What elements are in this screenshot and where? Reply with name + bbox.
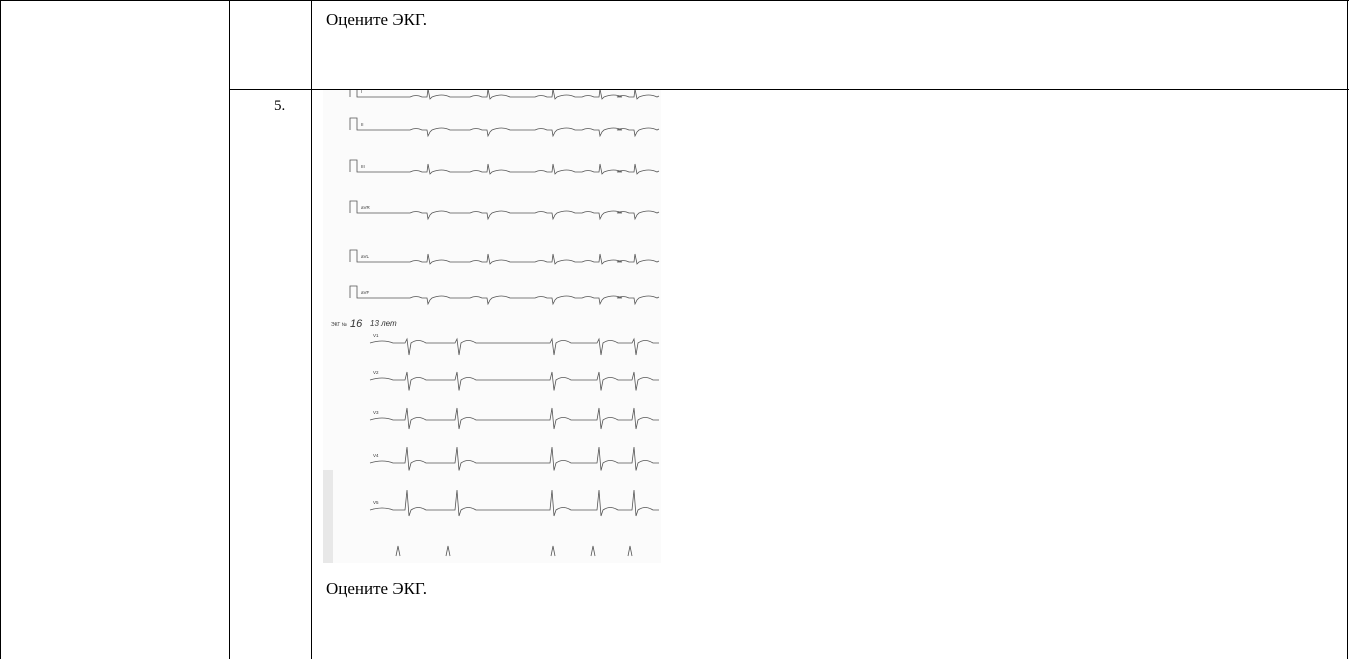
row-number: 5. xyxy=(274,98,285,115)
ecg-image: ЭКГ № 16 13 лет IIIIIIaVRaVLaVFV1V2V3V4V… xyxy=(323,90,661,563)
ecg-shadow xyxy=(323,470,333,563)
border xyxy=(311,0,312,659)
border xyxy=(0,0,1,659)
lead-label: V5 xyxy=(373,500,379,505)
ecg-header: ЭКГ № xyxy=(331,322,347,328)
lead-label: aVF xyxy=(361,290,370,295)
task-text: Оцените ЭКГ. xyxy=(326,10,427,30)
lead-label: aVR xyxy=(361,205,371,210)
lead-label: V4 xyxy=(373,453,379,458)
lead-label: II xyxy=(361,122,364,127)
lead-label: aVL xyxy=(361,254,370,259)
page: Оцените ЭКГ. 5. ЭКГ № 16 13 лет IIIIIIaV… xyxy=(0,0,1349,659)
ecg-number: 16 xyxy=(350,318,363,330)
lead-label: V3 xyxy=(373,410,379,415)
lead-label: V2 xyxy=(373,370,379,375)
task-text: Оцените ЭКГ. xyxy=(326,579,427,599)
ecg-age: 13 лет xyxy=(370,319,397,328)
border xyxy=(0,0,1349,1)
lead-label: III xyxy=(361,164,365,169)
lead-label: V1 xyxy=(373,333,379,338)
border xyxy=(229,0,230,659)
border xyxy=(1347,0,1348,659)
lead-label: I xyxy=(361,90,362,94)
